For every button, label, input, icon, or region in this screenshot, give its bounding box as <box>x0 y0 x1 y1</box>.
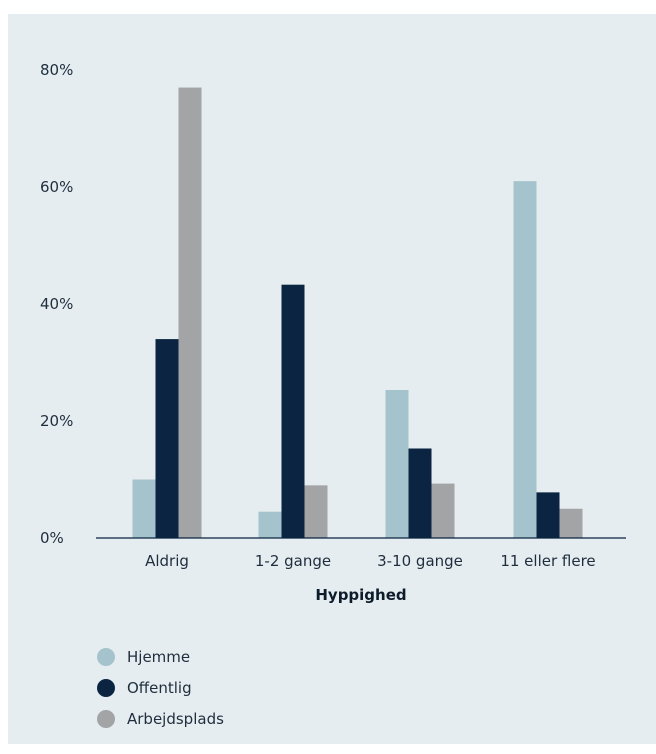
bar-hjemme-4 <box>513 181 537 538</box>
bar-arbejdsplads-1 <box>178 87 202 539</box>
bar-offentlig-1 <box>155 339 179 538</box>
x-category-label: Aldrig <box>145 552 189 570</box>
y-tick-label: 0% <box>40 529 64 547</box>
bar-hjemme-3 <box>385 389 409 538</box>
x-category-label: 1-2 gange <box>255 552 331 570</box>
x-category-label: 3-10 gange <box>377 552 463 570</box>
bar-offentlig-3 <box>408 448 432 538</box>
y-tick-label: 40% <box>40 295 73 313</box>
legend: Hjemme Offentlig Arbejdsplads <box>97 648 224 728</box>
legend-swatch-offentlig <box>97 679 115 697</box>
legend-label-arbejdsplads: Arbejdsplads <box>127 710 224 728</box>
legend-swatch-hjemme <box>97 648 115 666</box>
bars <box>132 87 583 539</box>
x-axis-title: Hyppighed <box>315 586 406 604</box>
legend-label-hjemme: Hjemme <box>127 648 190 666</box>
bar-hjemme-1 <box>132 479 156 538</box>
bar-arbejdsplads-3 <box>431 483 455 538</box>
chart-panel <box>8 14 656 744</box>
x-category-label: 11 eller flere <box>500 552 595 570</box>
bar-arbejdsplads-4 <box>559 508 583 538</box>
y-tick-label: 20% <box>40 412 73 430</box>
legend-swatch-arbejdsplads <box>97 710 115 728</box>
legend-label-offentlig: Offentlig <box>127 679 192 697</box>
y-tick-label: 60% <box>40 178 73 196</box>
bar-offentlig-2 <box>281 284 305 538</box>
y-axis-ticks: 0% 20% 40% 60% 80% <box>40 61 73 547</box>
bar-hjemme-2 <box>258 511 282 538</box>
y-tick-label: 80% <box>40 61 73 79</box>
bar-offentlig-4 <box>536 492 560 538</box>
x-axis-categories: Aldrig 1-2 gange 3-10 gange 11 eller flere <box>145 552 596 570</box>
bar-arbejdsplads-2 <box>304 485 328 538</box>
